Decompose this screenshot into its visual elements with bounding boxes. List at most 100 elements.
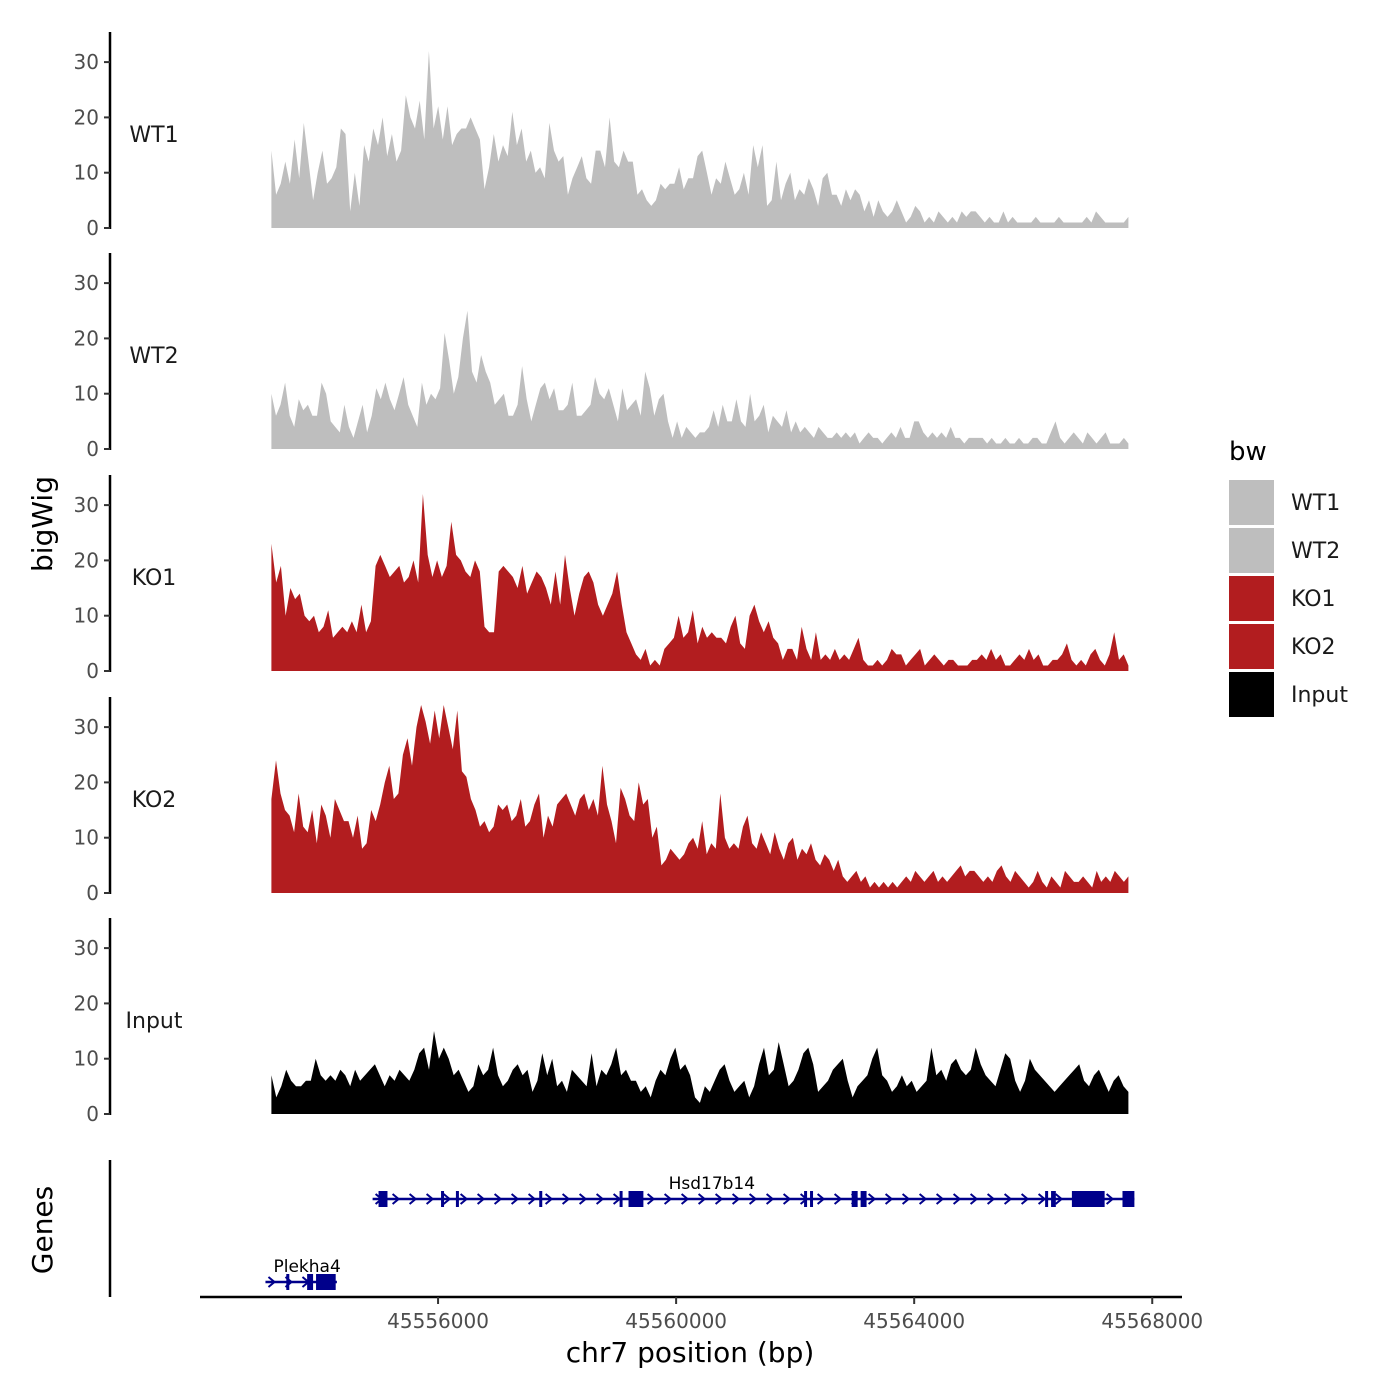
gene-hsd17b14: Hsd17b14	[372, 1174, 1135, 1207]
track-ko1: 0 10 20 30 KO1	[74, 475, 1129, 683]
strand-arrow-icon	[748, 1193, 758, 1205]
strand-arrow-icon	[544, 1193, 554, 1205]
gene-exon	[1051, 1191, 1056, 1207]
strand-arrow-icon	[476, 1193, 486, 1205]
legend-label: WT1	[1291, 491, 1340, 516]
track-label-ko2: KO2	[132, 788, 177, 813]
legend-swatch	[1229, 528, 1274, 573]
tracks-layer: 0 10 20 30 WT1 0 10 20 30 WT2 0 10 20 30 KO1 0 10 20 30 KO2…	[74, 32, 1129, 1126]
legend-swatch	[1229, 624, 1274, 669]
legend-label: Input	[1291, 683, 1348, 708]
strand-arrow-icon	[646, 1193, 656, 1205]
x-tick-label: 45560000	[625, 1309, 727, 1333]
y-tick-label: 30	[74, 715, 99, 739]
strand-arrow-icon	[918, 1193, 928, 1205]
gene-exon	[307, 1274, 314, 1290]
x-axis-title: chr7 position (bp)	[566, 1336, 815, 1369]
genes-layer: Hsd17b14 Plekha4	[108, 1160, 1135, 1297]
strand-arrow-icon	[714, 1193, 724, 1205]
strand-arrow-icon	[510, 1193, 520, 1205]
legend-swatch	[1229, 576, 1274, 621]
coverage-area-ko2	[271, 705, 1129, 893]
strand-arrow-icon	[833, 1193, 843, 1205]
gene-exon	[619, 1191, 623, 1207]
y-tick-label: 20	[74, 105, 99, 129]
x-tick-label: 45556000	[387, 1309, 489, 1333]
y-tick-label: 10	[74, 1047, 99, 1071]
legend-swatch	[1229, 672, 1274, 717]
y-tick-label: 0	[86, 216, 99, 240]
gene-exon	[1071, 1191, 1105, 1207]
strand-arrow-icon	[867, 1193, 877, 1205]
gene-exon	[851, 1191, 858, 1207]
y-tick-label: 0	[86, 881, 99, 905]
strand-arrow-icon	[765, 1193, 775, 1205]
track-ko2: 0 10 20 30 KO2	[74, 697, 1129, 905]
track-wt1: 0 10 20 30 WT1	[74, 32, 1129, 240]
gene-exon	[286, 1274, 290, 1290]
y-tick-label: 30	[74, 936, 99, 960]
strand-arrow-icon	[578, 1193, 588, 1205]
track-label-input: Input	[126, 1009, 183, 1034]
track-input: 0 10 20 30 Input	[74, 918, 1129, 1126]
gene-exon	[378, 1191, 388, 1207]
legend-swatch	[1229, 480, 1274, 525]
track-label-wt1: WT1	[129, 123, 178, 148]
x-axis: 45556000 45560000 45564000 45568000	[200, 1295, 1203, 1333]
strand-arrow-icon	[1054, 1193, 1064, 1205]
x-tick-label: 45564000	[863, 1309, 965, 1333]
strand-arrow-icon	[561, 1193, 571, 1205]
strand-arrow-icon	[459, 1193, 469, 1205]
strand-arrow-icon	[527, 1193, 537, 1205]
strand-arrow-icon	[816, 1193, 826, 1205]
legend-entry-ko1: KO1	[1229, 576, 1336, 621]
strand-arrow-icon	[425, 1193, 435, 1205]
gene-exon	[1045, 1191, 1049, 1207]
y-tick-label: 30	[74, 493, 99, 517]
y-tick-label: 30	[74, 50, 99, 74]
strand-arrow-icon	[1105, 1193, 1115, 1205]
y-tick-label: 30	[74, 271, 99, 295]
strand-arrow-icon	[969, 1193, 979, 1205]
legend-entry-wt2: WT2	[1229, 528, 1340, 573]
strand-arrow-icon	[1037, 1193, 1047, 1205]
gene-exon	[804, 1191, 808, 1207]
y-tick-label: 10	[74, 826, 99, 850]
gene-plekha4: Plekha4	[265, 1257, 341, 1290]
y-tick-label: 20	[74, 548, 99, 572]
coverage-area-input	[271, 1031, 1129, 1114]
y-tick-label: 0	[86, 659, 99, 683]
gene-exon	[628, 1191, 644, 1207]
strand-arrow-icon	[663, 1193, 673, 1205]
strand-arrow-icon	[935, 1193, 945, 1205]
strand-arrow-icon	[442, 1193, 452, 1205]
strand-arrow-icon	[493, 1193, 503, 1205]
genes-axis-title: Genes	[26, 1186, 59, 1274]
legend-label: WT2	[1291, 539, 1340, 564]
y-tick-label: 0	[86, 437, 99, 461]
strand-arrow-icon	[1003, 1193, 1013, 1205]
gene-exon	[539, 1191, 543, 1207]
y-tick-label: 20	[74, 770, 99, 794]
gene-exon	[455, 1191, 459, 1207]
strand-arrow-icon	[391, 1193, 401, 1205]
strand-arrow-icon	[986, 1193, 996, 1205]
strand-arrow-icon	[267, 1276, 277, 1288]
strand-arrow-icon	[952, 1193, 962, 1205]
legend-entry-wt1: WT1	[1229, 480, 1340, 525]
legend-entry-ko2: KO2	[1229, 624, 1336, 669]
x-tick-label: 45568000	[1101, 1309, 1203, 1333]
y-tick-label: 10	[74, 382, 99, 406]
legend: bw WT1 WT2 KO1 KO2 Input	[1229, 437, 1348, 717]
strand-arrow-icon	[901, 1193, 911, 1205]
legend-title: bw	[1229, 437, 1267, 467]
coverage-area-wt2	[271, 310, 1129, 449]
track-wt2: 0 10 20 30 WT2	[74, 253, 1129, 461]
y-tick-label: 10	[74, 161, 99, 185]
legend-entry-input: Input	[1229, 672, 1348, 717]
y-tick-label: 10	[74, 604, 99, 628]
strand-arrow-icon	[697, 1193, 707, 1205]
strand-arrow-icon	[782, 1193, 792, 1205]
strand-arrow-icon	[1020, 1193, 1030, 1205]
